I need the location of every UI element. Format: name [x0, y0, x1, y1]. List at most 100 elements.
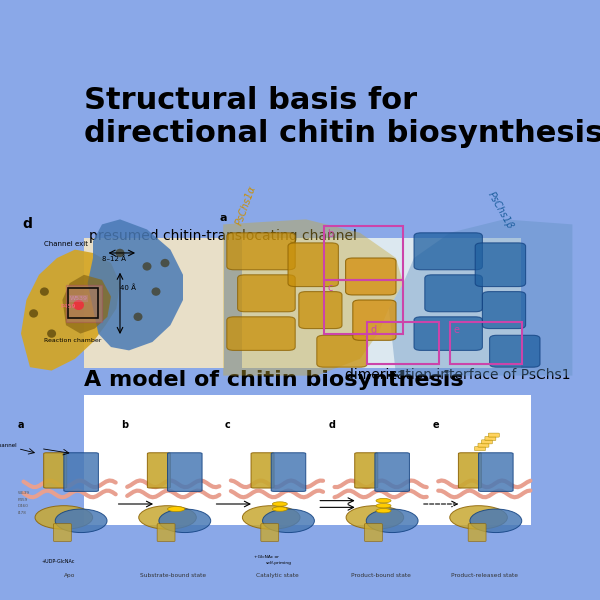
Bar — [68, 288, 98, 319]
Text: 40 Å: 40 Å — [120, 284, 136, 291]
Text: a: a — [220, 213, 227, 223]
Ellipse shape — [55, 509, 107, 533]
Circle shape — [161, 259, 170, 267]
Text: Product-released state: Product-released state — [451, 573, 518, 578]
Bar — [367, 322, 439, 364]
FancyBboxPatch shape — [84, 395, 531, 525]
Text: P459: P459 — [61, 304, 76, 310]
FancyBboxPatch shape — [414, 233, 482, 270]
Text: Channel exit: Channel exit — [44, 241, 88, 247]
FancyBboxPatch shape — [475, 446, 485, 451]
Ellipse shape — [242, 506, 300, 529]
Text: Catalytic state: Catalytic state — [256, 573, 298, 578]
Bar — [324, 280, 403, 334]
FancyBboxPatch shape — [157, 524, 175, 541]
Polygon shape — [62, 275, 111, 334]
FancyBboxPatch shape — [458, 453, 481, 488]
Text: P459: P459 — [18, 497, 28, 502]
FancyBboxPatch shape — [490, 335, 540, 367]
FancyBboxPatch shape — [148, 453, 170, 488]
Circle shape — [29, 309, 38, 317]
Circle shape — [47, 329, 56, 338]
FancyBboxPatch shape — [346, 258, 396, 295]
Text: c: c — [225, 421, 231, 430]
Text: Structural basis for
directional chitin biosynthesis: Structural basis for directional chitin … — [84, 86, 600, 148]
Circle shape — [272, 507, 287, 511]
Ellipse shape — [35, 506, 92, 529]
Bar — [66, 285, 102, 322]
Circle shape — [151, 287, 161, 296]
Ellipse shape — [346, 506, 404, 529]
Bar — [324, 226, 403, 280]
Text: d: d — [329, 421, 336, 430]
Text: Apo: Apo — [64, 573, 75, 578]
Text: e: e — [454, 325, 460, 335]
Ellipse shape — [159, 509, 211, 533]
FancyBboxPatch shape — [425, 275, 482, 312]
FancyBboxPatch shape — [355, 453, 378, 488]
FancyBboxPatch shape — [479, 453, 513, 491]
FancyBboxPatch shape — [227, 233, 295, 270]
Ellipse shape — [450, 506, 508, 529]
Text: Reaction chamber: Reaction chamber — [44, 338, 102, 343]
FancyBboxPatch shape — [288, 243, 338, 287]
Text: a: a — [18, 421, 24, 430]
FancyBboxPatch shape — [468, 524, 486, 541]
FancyBboxPatch shape — [271, 453, 306, 491]
Text: W539: W539 — [70, 296, 88, 301]
FancyBboxPatch shape — [485, 436, 496, 440]
FancyBboxPatch shape — [84, 238, 224, 368]
FancyBboxPatch shape — [488, 433, 499, 437]
Text: self-priming: self-priming — [265, 562, 292, 565]
Text: W539: W539 — [18, 491, 30, 495]
Text: 8–12 Å: 8–12 Å — [102, 256, 126, 262]
Bar — [450, 322, 522, 364]
FancyBboxPatch shape — [365, 524, 382, 541]
FancyBboxPatch shape — [44, 453, 67, 488]
Text: I478: I478 — [18, 511, 26, 515]
Polygon shape — [223, 220, 403, 376]
FancyBboxPatch shape — [481, 440, 493, 444]
Circle shape — [40, 287, 49, 296]
Polygon shape — [389, 220, 572, 376]
Circle shape — [376, 499, 391, 503]
Ellipse shape — [139, 506, 196, 529]
Text: b: b — [328, 229, 334, 239]
FancyBboxPatch shape — [353, 300, 396, 340]
FancyBboxPatch shape — [482, 292, 526, 329]
FancyBboxPatch shape — [53, 524, 71, 541]
Text: A model of chitin biosynthesis: A model of chitin biosynthesis — [84, 370, 464, 390]
Ellipse shape — [470, 509, 522, 533]
Circle shape — [115, 249, 125, 257]
FancyBboxPatch shape — [478, 443, 489, 447]
Text: Product-bound state: Product-bound state — [351, 573, 410, 578]
Text: +UDP-GlcNAc: +UDP-GlcNAc — [41, 559, 75, 564]
Text: PsChs1β: PsChs1β — [486, 190, 515, 232]
Text: +GlcNAc or: +GlcNAc or — [254, 555, 279, 559]
FancyBboxPatch shape — [242, 238, 521, 368]
Polygon shape — [21, 250, 120, 371]
Circle shape — [73, 300, 84, 310]
Text: Substrate-bound state: Substrate-bound state — [140, 573, 206, 578]
FancyBboxPatch shape — [167, 453, 202, 491]
Text: d: d — [23, 217, 32, 231]
FancyBboxPatch shape — [227, 317, 295, 350]
Circle shape — [376, 503, 391, 508]
FancyBboxPatch shape — [475, 243, 526, 287]
FancyBboxPatch shape — [414, 317, 482, 350]
FancyBboxPatch shape — [251, 453, 274, 488]
Text: b: b — [121, 421, 128, 430]
Ellipse shape — [366, 509, 418, 533]
Circle shape — [376, 509, 391, 513]
FancyBboxPatch shape — [238, 275, 295, 312]
Text: e: e — [433, 421, 439, 430]
Text: dimerization interface of PsChs1: dimerization interface of PsChs1 — [344, 368, 570, 382]
FancyBboxPatch shape — [261, 524, 278, 541]
Text: D460: D460 — [18, 505, 29, 508]
FancyBboxPatch shape — [299, 292, 342, 329]
Circle shape — [272, 502, 287, 506]
Ellipse shape — [263, 509, 314, 533]
Text: presumed chitin-translocating channel: presumed chitin-translocating channel — [89, 229, 357, 243]
Text: Channel: Channel — [0, 443, 17, 448]
FancyBboxPatch shape — [64, 453, 98, 491]
